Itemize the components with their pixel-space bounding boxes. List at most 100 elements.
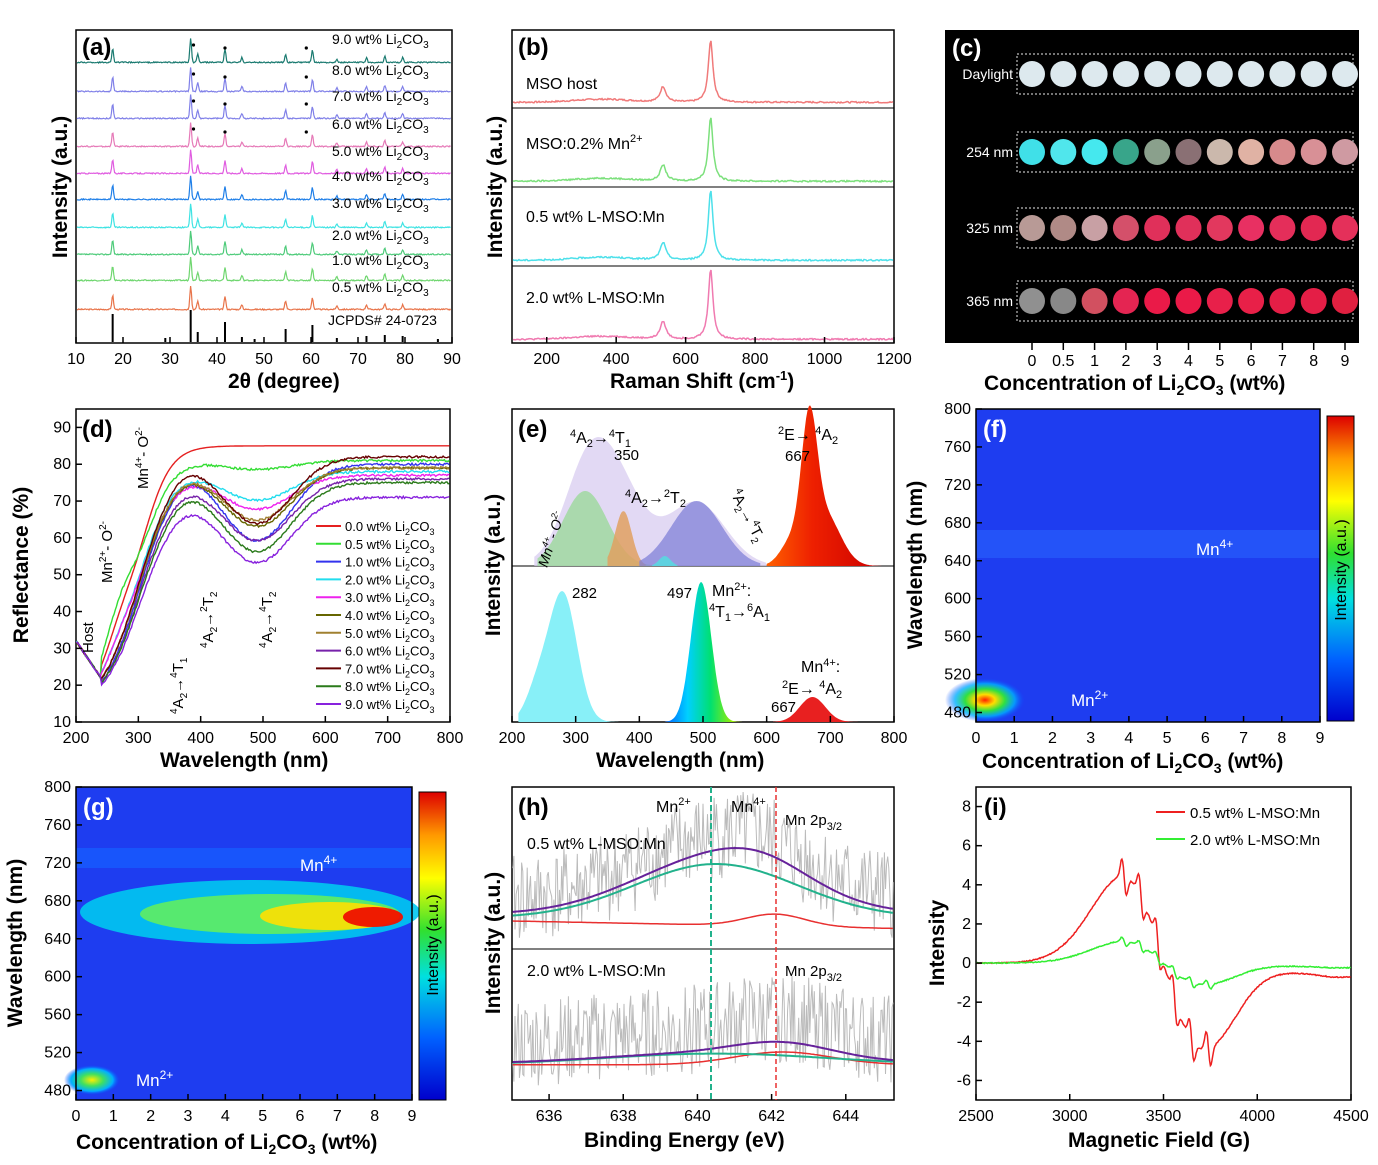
panel-a-xlabel: 2θ (degree) bbox=[228, 370, 340, 393]
sample-disc bbox=[1332, 61, 1358, 87]
annotation-4a2-4t2: 4A2→4T2 bbox=[258, 591, 279, 648]
legend-label: 1.0 wt% Li2CO3 bbox=[345, 555, 435, 573]
raman-series-label: MSO:0.2% Mn2+ bbox=[526, 133, 643, 153]
transition-4a2-2t2: 4A2→2T2 bbox=[625, 488, 686, 510]
x-tick-label: 8 bbox=[1277, 730, 1286, 747]
raman-series-label: MSO host bbox=[526, 76, 598, 93]
legend-label: 5.0 wt% Li2CO3 bbox=[345, 626, 435, 644]
panel-d-y-ticks: 10 20 30 40 50 60 70 80 90 bbox=[53, 419, 82, 731]
sample-disc bbox=[1332, 288, 1358, 314]
x-tick-label: 600 bbox=[312, 730, 339, 747]
annotation-mn2-o2: Mn2+- O2- bbox=[98, 521, 116, 583]
xrd-series-line bbox=[76, 256, 451, 282]
x-tick-label: 636 bbox=[536, 1108, 563, 1125]
panel-h-label: (h) bbox=[518, 794, 549, 821]
xrd-series-line bbox=[76, 67, 451, 94]
heatmap-g-glow bbox=[76, 848, 412, 868]
x-tick-label: 8 bbox=[1309, 353, 1318, 370]
panel-c-xlabel: Concentration of Li2CO3 (wt%) bbox=[984, 372, 1285, 398]
y-tick-label: 800 bbox=[44, 779, 71, 796]
panel-c-label: (c) bbox=[952, 35, 981, 62]
y-tick-label: 760 bbox=[944, 439, 971, 456]
mn2-label: Mn2+: bbox=[712, 581, 751, 600]
sample-disc bbox=[1081, 215, 1108, 241]
x-tick-label: 80 bbox=[396, 351, 414, 368]
xrd-series-line bbox=[76, 38, 451, 65]
sample-disc bbox=[1019, 215, 1045, 241]
sample-disc bbox=[1019, 288, 1045, 314]
xps-mn4-component bbox=[512, 1051, 893, 1066]
y-tick-label: 2 bbox=[962, 916, 971, 933]
x-tick-label: 400 bbox=[626, 730, 653, 747]
y-tick-label: 560 bbox=[44, 1007, 71, 1024]
panel-a-ylabel: Intensity (a.u.) bbox=[49, 116, 72, 258]
y-tick-label: 640 bbox=[44, 931, 71, 948]
raman-series-label: 0.5 wt% L-MSO:Mn bbox=[526, 209, 665, 226]
panel-b-label: (b) bbox=[518, 34, 549, 61]
sample-disc bbox=[1050, 288, 1077, 314]
sample-disc bbox=[1238, 139, 1265, 165]
x-tick-label: 0 bbox=[972, 730, 981, 747]
y-tick-label: 90 bbox=[53, 419, 71, 436]
panel-i-epr: (i) 0.5 wt% L-MSO:Mn 2.0 wt% L-MSO:Mn 25… bbox=[926, 786, 1369, 1152]
x-tick-label: 800 bbox=[437, 730, 464, 747]
panel-b-x-ticks: 200 400 600 800 1000 1200 bbox=[533, 337, 912, 368]
sample-disc bbox=[1019, 61, 1045, 87]
panel-f-ylabel: Wavelength (nm) bbox=[904, 481, 927, 649]
raman-series-label: 2.0 wt% L-MSO:Mn bbox=[526, 290, 665, 307]
epr-series-group bbox=[975, 857, 1352, 1068]
heatmap-f-background bbox=[976, 409, 1320, 722]
raman-series-line bbox=[512, 190, 894, 263]
x-tick-label: 10 bbox=[67, 351, 85, 368]
impurity-marker bbox=[191, 43, 196, 47]
x-tick-label: 0 bbox=[1028, 353, 1037, 370]
x-tick-label: 3000 bbox=[1052, 1108, 1088, 1125]
y-tick-label: -2 bbox=[957, 994, 971, 1011]
xrd-series-label: 3.0 wt% Li2CO3 bbox=[332, 195, 429, 215]
ple-mn2-excitation bbox=[518, 591, 672, 722]
sample-disc bbox=[1081, 139, 1108, 165]
sample-disc bbox=[1238, 61, 1265, 87]
x-tick-label: 0.5 bbox=[1052, 353, 1074, 370]
sample-disc bbox=[1112, 288, 1139, 314]
sample-rows: Daylight 254 nm 325 nm 365 nm bbox=[962, 53, 1358, 322]
transition-4a2-4t1: 4A2→4T1 bbox=[570, 428, 631, 450]
y-tick-label: 760 bbox=[44, 817, 71, 834]
peak-667: 667 bbox=[785, 448, 810, 465]
xrd-series-label: 7.0 wt% Li2CO3 bbox=[332, 88, 429, 108]
xps-mn2-component bbox=[512, 863, 894, 917]
sample-disc bbox=[1019, 139, 1045, 165]
x-tick-label: 1000 bbox=[807, 351, 843, 368]
xrd-series-label: 2.0 wt% Li2CO3 bbox=[332, 227, 429, 247]
x-tick-label: 1 bbox=[1010, 730, 1019, 747]
reflectance-series-line bbox=[76, 480, 450, 683]
xps-series-label: 2.0 wt% L-MSO:Mn bbox=[527, 963, 666, 980]
x-tick-label: 3 bbox=[1086, 730, 1095, 747]
x-tick-label: 9 bbox=[408, 1108, 417, 1125]
sample-disc bbox=[1175, 215, 1202, 241]
reflectance-series-line bbox=[75, 465, 450, 682]
y-tick-label: 20 bbox=[53, 677, 71, 694]
y-tick-label: 70 bbox=[53, 493, 71, 510]
xrd-series-line bbox=[76, 94, 452, 121]
xrd-series-line bbox=[76, 203, 451, 229]
pl-mn4-emission-lower bbox=[773, 697, 869, 722]
sample-disc bbox=[1081, 61, 1108, 87]
reflectance-series-line bbox=[75, 469, 450, 677]
sample-disc bbox=[1144, 288, 1171, 314]
x-tick-label: 4000 bbox=[1239, 1108, 1275, 1125]
x-tick-label: 6 bbox=[296, 1108, 305, 1125]
xrd-series-label: 0.5 wt% Li2CO3 bbox=[332, 279, 429, 299]
xrd-series-group bbox=[76, 38, 452, 311]
xrd-series-label: 8.0 wt% Li2CO3 bbox=[332, 62, 429, 82]
panel-b-raman: (b) MSO host MSO:0.2% Mn2+ 0.5 wt% L-MSO… bbox=[484, 29, 912, 393]
xrd-series-label: 5.0 wt% Li2CO3 bbox=[332, 143, 429, 163]
raman-series-group bbox=[512, 40, 894, 342]
raman-series-line bbox=[512, 117, 893, 184]
x-tick-label: 4 bbox=[1184, 353, 1193, 370]
panel-e-ple-pl: (e) 4A2→4T1 350 2E→ 4A2 667 4A2→2T2 4A2→… bbox=[482, 405, 907, 772]
x-tick-label: 0 bbox=[72, 1108, 81, 1125]
x-tick-label: 700 bbox=[374, 730, 401, 747]
impurity-marker bbox=[191, 72, 196, 76]
